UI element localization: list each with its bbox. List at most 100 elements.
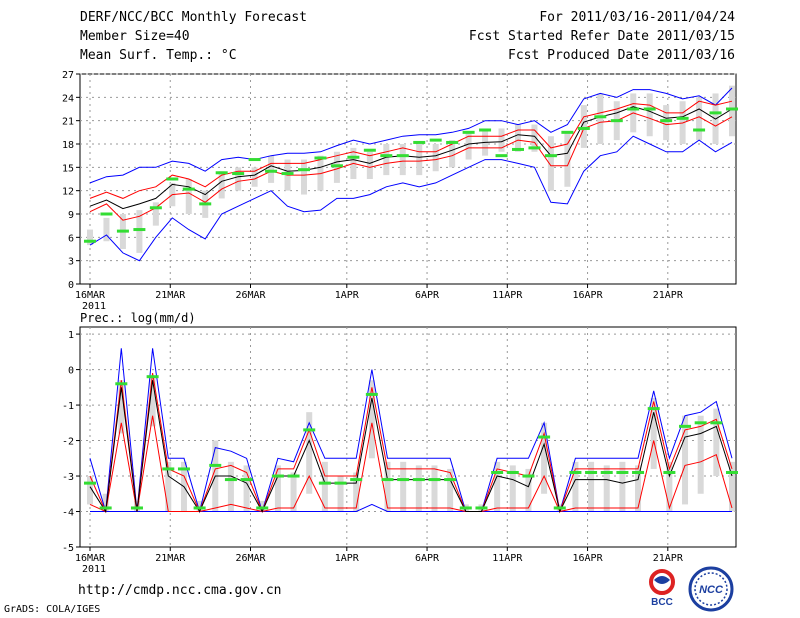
member-range-bar bbox=[515, 124, 521, 152]
series-spread_upper-line bbox=[89, 100, 733, 199]
member-range-bar bbox=[646, 93, 653, 137]
observed-marker bbox=[146, 375, 159, 379]
observed-marker bbox=[585, 470, 598, 474]
observed-marker bbox=[256, 506, 269, 510]
member-size: Member Size=40 bbox=[80, 29, 190, 44]
member-range-bar bbox=[306, 412, 313, 494]
series-spread_lower-line bbox=[89, 112, 733, 221]
x-tick-label: 1APR bbox=[335, 553, 360, 564]
member-range-bar bbox=[729, 85, 735, 137]
observed-marker bbox=[594, 115, 607, 119]
bcc-logo: BCC bbox=[640, 568, 684, 608]
member-range-bar bbox=[531, 124, 538, 152]
member-range-bar bbox=[196, 500, 203, 512]
observed-marker bbox=[544, 154, 557, 158]
member-range-bar bbox=[243, 465, 250, 512]
member-range-bar bbox=[118, 380, 125, 434]
observed-marker bbox=[506, 470, 519, 474]
member-range-bar bbox=[682, 415, 689, 505]
observed-marker bbox=[512, 147, 524, 151]
y-tick-label: 9 bbox=[68, 210, 74, 221]
member-range-bar bbox=[494, 461, 501, 512]
y-tick-label: 15 bbox=[62, 163, 74, 174]
observed-marker bbox=[495, 154, 508, 158]
member-range-bar bbox=[447, 468, 454, 512]
member-range-bar bbox=[431, 465, 438, 512]
plot-frame bbox=[79, 326, 737, 548]
series-spread_lower-line bbox=[89, 415, 733, 513]
member-range-bar bbox=[650, 397, 657, 469]
member-range-bar bbox=[152, 202, 159, 226]
y-tick-label: 18 bbox=[62, 140, 74, 151]
member-range-bar bbox=[399, 144, 406, 176]
observed-marker bbox=[679, 424, 692, 428]
member-range-bar bbox=[597, 93, 604, 144]
member-range-bar bbox=[498, 128, 505, 152]
footer-url[interactable]: http://cmdp.ncc.cma.gov.cn bbox=[78, 583, 282, 598]
member-range-bar bbox=[588, 461, 595, 512]
member-range-bar bbox=[400, 461, 407, 512]
observed-marker bbox=[281, 172, 294, 176]
member-range-bar bbox=[415, 465, 422, 512]
plot-frame bbox=[79, 73, 737, 285]
member-range-bar bbox=[564, 132, 571, 187]
member-range-bar bbox=[384, 461, 391, 512]
observed-marker bbox=[569, 470, 582, 474]
observed-marker bbox=[116, 229, 129, 233]
observed-marker bbox=[224, 478, 237, 482]
member-range-bar bbox=[218, 171, 225, 199]
x-year-label: 2011 bbox=[82, 301, 106, 312]
y-tick-label: 27 bbox=[62, 70, 74, 81]
member-range-bar bbox=[696, 97, 703, 141]
x-tick-label: 1APR bbox=[335, 290, 360, 301]
member-range-bar bbox=[368, 380, 375, 459]
observed-marker bbox=[726, 107, 738, 111]
member-range-bar bbox=[525, 468, 532, 512]
member-range-bar bbox=[290, 472, 297, 512]
member-range-bar bbox=[580, 105, 587, 148]
y-tick-label: 24 bbox=[62, 93, 74, 104]
forecast-produced-date: Fcst Produced Date 2011/03/16 bbox=[508, 48, 735, 63]
forecast-period: For 2011/03/16-2011/04/24 bbox=[539, 10, 735, 25]
y-tick-label: 3 bbox=[68, 257, 74, 268]
observed-marker bbox=[287, 474, 300, 478]
y-tick-label: 0 bbox=[68, 366, 74, 377]
member-range-bar bbox=[274, 465, 281, 512]
x-tick-label: 6APR bbox=[415, 290, 440, 301]
x-tick-label: 21MAR bbox=[155, 553, 186, 564]
y-tick-label: -4 bbox=[62, 508, 74, 519]
x-tick-label: 26MAR bbox=[235, 553, 266, 564]
observed-marker bbox=[694, 421, 707, 425]
y-tick-label: 12 bbox=[62, 187, 74, 198]
member-range-bar bbox=[235, 167, 242, 191]
member-range-bar bbox=[149, 376, 156, 427]
member-range-bar bbox=[465, 132, 472, 160]
x-tick-label: 11APR bbox=[492, 290, 523, 301]
observed-marker bbox=[627, 107, 640, 111]
member-range-bar bbox=[572, 461, 579, 512]
series-min-line bbox=[89, 135, 733, 262]
member-range-bar bbox=[87, 476, 93, 505]
x-tick-label: 16MAR bbox=[75, 553, 106, 564]
x-year-label: 2011 bbox=[82, 564, 106, 575]
observed-marker bbox=[462, 130, 475, 134]
chart-title: DERF/NCC/BCC Monthly Forecast bbox=[80, 10, 307, 25]
observed-marker bbox=[397, 478, 410, 482]
observed-marker bbox=[693, 128, 706, 132]
x-tick-label: 11APR bbox=[492, 553, 523, 564]
x-tick-label: 26MAR bbox=[235, 290, 266, 301]
member-range-bar bbox=[603, 465, 610, 512]
observed-marker bbox=[248, 158, 261, 162]
observed-marker bbox=[240, 478, 253, 482]
observed-marker bbox=[444, 478, 457, 482]
member-range-bar bbox=[416, 144, 423, 176]
observed-marker bbox=[199, 202, 212, 206]
observed-marker bbox=[265, 169, 278, 173]
member-range-bar bbox=[321, 461, 328, 512]
y-tick-label: 0 bbox=[68, 280, 74, 291]
observed-marker bbox=[314, 156, 327, 160]
x-tick-label: 6APR bbox=[415, 553, 440, 564]
observed-marker bbox=[475, 506, 488, 510]
observed-marker bbox=[381, 478, 394, 482]
member-range-bar bbox=[432, 144, 439, 172]
